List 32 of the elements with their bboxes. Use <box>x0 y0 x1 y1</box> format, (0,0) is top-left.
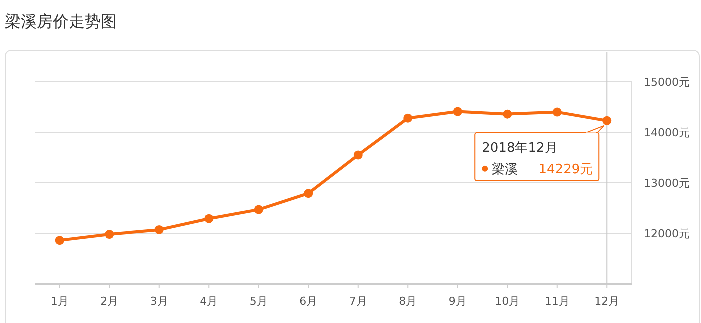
x-tick-label: 3月 <box>150 295 168 308</box>
x-tick-label: 9月 <box>448 295 467 308</box>
y-tick-label: 14000元 <box>644 126 690 140</box>
annotation: 2018年12月 <box>482 140 558 156</box>
x-tick-label: 2月 <box>100 295 119 308</box>
x-tick-label: 8月 <box>399 295 418 308</box>
x-tick-label: 10月 <box>495 295 520 308</box>
y-tick-label: 12000元 <box>644 228 690 240</box>
data-label: 14229元 <box>538 162 594 178</box>
point <box>55 236 64 246</box>
point <box>254 205 264 214</box>
x-tick-label: 6月 <box>300 295 318 308</box>
point <box>354 150 363 160</box>
y-tick-label: 13000元 <box>644 177 690 190</box>
point <box>105 230 114 240</box>
y-tick-label: 15000元 <box>644 76 690 89</box>
chart-title: 梁溪房价走势图 <box>5 12 117 31</box>
x-tick-label: 11月 <box>544 295 570 308</box>
x-tick-label: 5月 <box>250 295 268 308</box>
x-tick-label: 4月 <box>200 295 218 308</box>
point <box>552 108 562 117</box>
point <box>602 116 612 126</box>
point <box>204 214 214 224</box>
point <box>404 114 413 123</box>
point <box>304 189 314 198</box>
point <box>453 107 462 116</box>
x-tick-label: 1月 <box>50 295 69 308</box>
point <box>154 225 164 234</box>
x-tick-label: 12月 <box>594 295 620 308</box>
legend-label: 梁溪 <box>492 161 518 178</box>
point <box>503 110 512 119</box>
x-tick-label: 7月 <box>349 295 368 308</box>
